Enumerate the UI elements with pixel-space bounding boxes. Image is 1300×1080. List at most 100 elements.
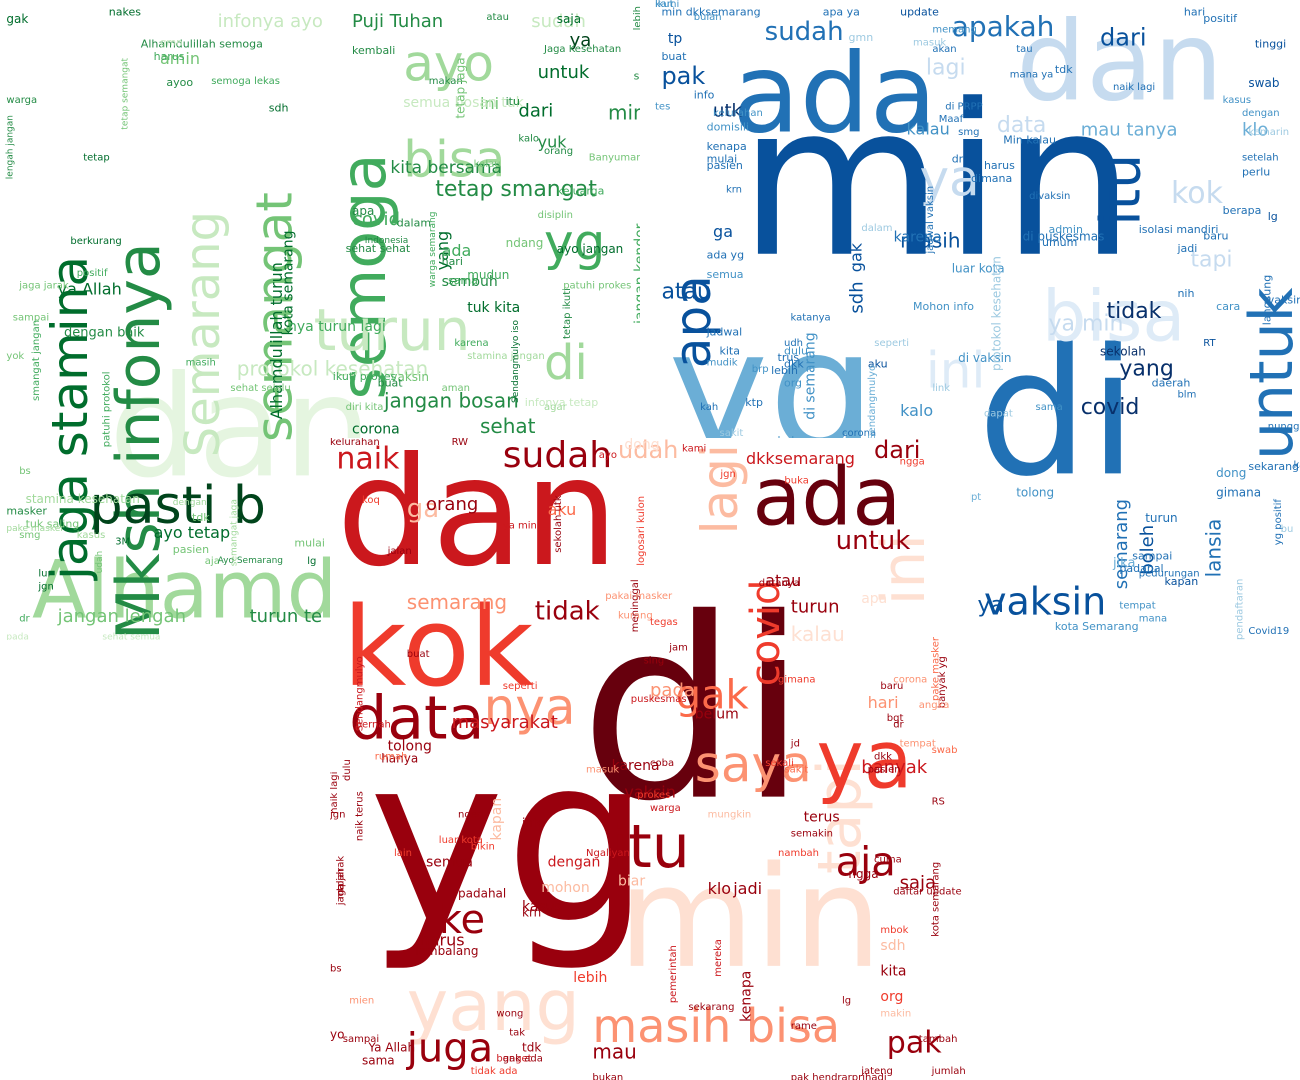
cloud-word: tp	[667, 31, 683, 47]
cloud-word: sekarang	[688, 1001, 735, 1013]
cloud-word: aku	[547, 500, 577, 520]
cloud-word: covid	[1080, 394, 1140, 420]
cloud-word: buat	[377, 376, 403, 390]
cloud-word: Alhamdu	[32, 543, 389, 637]
cloud-word: udah	[618, 438, 679, 464]
cloud-word: kami	[655, 0, 680, 10]
cloud-word: krn	[522, 905, 542, 920]
cloud-word: kita	[719, 344, 740, 358]
cloud-word: jadwal vaksin	[924, 185, 936, 254]
cloud-word: sakit	[784, 764, 809, 776]
cloud-word: sama	[448, 274, 478, 288]
cloud-word: utk	[713, 100, 742, 122]
cloud-word: dengan baik	[64, 325, 145, 341]
cloud-word: tapi	[1190, 247, 1233, 273]
cloud-word: semua bosan tuk	[403, 95, 524, 111]
cloud-word: sehat sehat	[345, 242, 411, 256]
cloud-word: lebih	[573, 969, 608, 986]
cloud-word: kita bersama	[390, 158, 502, 178]
cloud-word: smg	[19, 530, 41, 542]
cloud-word: jateng	[861, 1066, 893, 1078]
cloud-word: jangan lengah	[57, 606, 186, 627]
cloud-word: akan	[932, 43, 957, 55]
cloud-word: tempat	[899, 738, 936, 750]
cloud-word: aku	[867, 357, 888, 371]
cloud-word: ayo	[403, 34, 495, 93]
cloud-word: tak	[509, 1027, 526, 1039]
cloud-word: sama	[1035, 402, 1063, 414]
cloud-word: dari	[518, 100, 554, 122]
cloud-word: masih	[185, 357, 216, 369]
cloud-word: vaksin di	[1267, 293, 1300, 307]
cloud-word: nih	[1177, 287, 1195, 300]
cloud-word: Indonesia	[364, 235, 409, 246]
cloud-word: pernah	[355, 719, 391, 731]
cloud-word: gak	[6, 11, 29, 26]
cloud-word: ya	[919, 149, 980, 208]
cloud-word: logosari kulon	[636, 495, 648, 566]
cloud-word: semakin	[790, 828, 833, 840]
cloud-word: kota Semarang	[1054, 619, 1139, 633]
cloud-word: kembali	[352, 43, 396, 57]
cloud-word: berapa	[1222, 203, 1262, 217]
cloud-word: swab	[931, 745, 958, 757]
cloud-word: lg	[307, 555, 317, 567]
cloud-word: sampai	[1132, 549, 1173, 563]
cloud-word: link	[932, 383, 951, 394]
cloud-word: Mohon info	[913, 299, 975, 313]
cloud-word: untuk	[835, 525, 911, 556]
cloud-word: hari	[867, 692, 899, 712]
cloud-word: pedurungan	[1138, 568, 1200, 580]
cloud-word: protokol kesehatan	[989, 256, 1004, 371]
cloud-word: nakes	[108, 5, 142, 19]
cloud-word: di vaksin	[958, 351, 1012, 365]
cloud-word: jalan	[387, 546, 412, 558]
cloud-word: saja	[556, 11, 582, 26]
cloud-word: ini	[480, 94, 500, 113]
cloud-word: dapat	[983, 408, 1013, 420]
cloud-word: ikut	[655, 0, 674, 10]
cloud-word: bu	[1280, 523, 1294, 535]
cloud-word: gak ada	[502, 1053, 543, 1065]
cloud-word: gak	[846, 242, 866, 273]
cloud-word: buka	[784, 475, 809, 487]
cloud-word: ayo	[598, 449, 617, 461]
cloud-word: corona	[842, 427, 877, 439]
cloud-word: luar kota	[951, 261, 1005, 276]
cloud-word: tambah	[918, 1034, 958, 1046]
cloud-word: meninggal	[629, 579, 641, 633]
cloud-word: dari	[874, 438, 921, 464]
cloud-word: min	[738, 58, 1135, 304]
cloud-word: pake masker	[6, 523, 65, 534]
cloud-word: sembuh	[441, 274, 498, 291]
cloud-word: wong	[496, 1008, 524, 1020]
cloud-word: sehat selalu	[230, 383, 291, 394]
cloud-word: yo	[330, 1027, 345, 1042]
cloud-word: ga	[713, 222, 734, 241]
cloud-word: pasien	[706, 159, 743, 172]
cloud-word: kami	[682, 443, 707, 455]
cloud-word: klo	[1241, 119, 1269, 141]
cloud-word: ada yg	[706, 248, 745, 262]
cloud-word: sudah	[502, 438, 613, 476]
cloud-word: banget	[496, 1053, 532, 1065]
cloud-word: kok	[342, 583, 534, 712]
cloud-word: Min kalau	[1003, 133, 1057, 147]
cloud-word: bs	[19, 466, 31, 478]
cloud-word: masuk	[913, 37, 947, 49]
cloud-word: mana ya	[1009, 69, 1054, 81]
cloud-word: mien	[349, 995, 375, 1007]
cloud-word: makan	[428, 75, 463, 87]
cloud-word: update	[900, 5, 939, 19]
cloud-word: tidak ada	[470, 1066, 518, 1078]
cloud-word: semoga lekas	[211, 75, 280, 87]
cloud-word: sekarang	[1248, 459, 1300, 473]
cloud-word: hari	[441, 255, 463, 268]
cloud-word: info	[522, 815, 545, 830]
cloud-word: itu	[1088, 153, 1153, 226]
cloud-word: ga	[406, 493, 440, 524]
cloud-word: ngga	[899, 456, 925, 468]
cloud-word: aja	[835, 839, 896, 886]
cloud-word: yang	[406, 964, 580, 1047]
cloud-word: bisa	[1042, 275, 1186, 358]
